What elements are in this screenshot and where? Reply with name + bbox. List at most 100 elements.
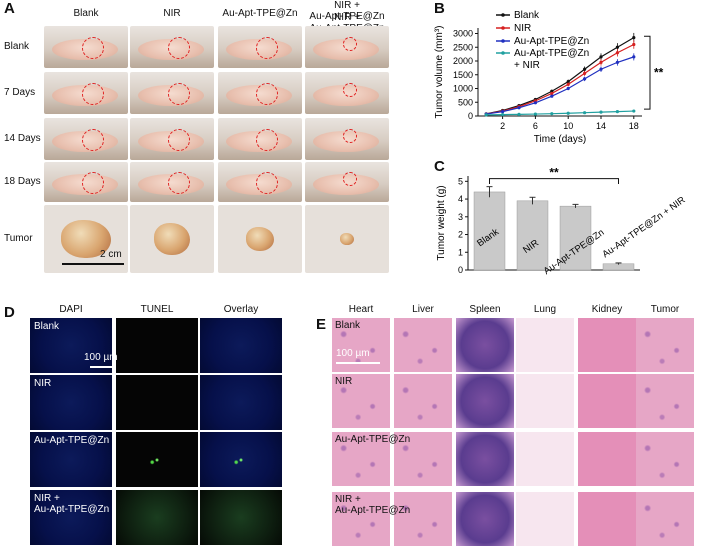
- y-tick-label: 1000: [453, 84, 473, 94]
- data-point: [533, 101, 537, 105]
- fluorescence-image: [200, 490, 282, 545]
- tumor-site-circle: [255, 82, 278, 105]
- panel-label-b: B: [434, 0, 445, 17]
- bar: [559, 205, 592, 271]
- mouse-photo: [130, 118, 214, 160]
- tumor-site-circle: [255, 128, 278, 151]
- histology-image: [578, 432, 636, 486]
- legend-marker: [501, 39, 505, 43]
- fluorescence-image: [200, 432, 282, 487]
- significance-bracket: [489, 178, 619, 184]
- significance-marker: **: [654, 66, 664, 80]
- panel-a-column-label: NIR: [163, 8, 181, 19]
- data-point: [517, 112, 521, 116]
- tumor-site-circle: [81, 128, 104, 151]
- panel-d-column-label: Overlay: [223, 304, 259, 315]
- fluorescence-image: [200, 375, 282, 430]
- panel-e-column-label: Kidney: [591, 304, 623, 315]
- fluorescence-image: [116, 375, 198, 430]
- panel-d-row-label: NIR: [34, 378, 52, 389]
- legend-marker: [501, 13, 505, 17]
- fluorescence-image: NIR + Au-Apt-TPE@Zn: [30, 490, 112, 545]
- histology-image: [578, 318, 636, 372]
- tumor-site-circle: [342, 36, 357, 51]
- series-line: [486, 56, 634, 115]
- scale-bar-label: 100 µm: [336, 348, 370, 359]
- excised-tumor-photo: [305, 205, 389, 273]
- panel-label-d: D: [4, 304, 15, 321]
- panel-label-a: A: [4, 0, 15, 17]
- data-point: [632, 42, 636, 47]
- fluorescence-image: [116, 490, 198, 545]
- panel-e-column-label: Tumor: [650, 304, 680, 315]
- mouse-photo: [130, 26, 214, 68]
- legend-label: Blank: [514, 10, 540, 21]
- fluorescence-image: [116, 318, 198, 373]
- panel-a-row-label: Tumor: [4, 233, 33, 244]
- data-point: [632, 55, 636, 59]
- histology-image: [456, 492, 514, 546]
- histology-image: [456, 432, 514, 486]
- mouse-photo: [44, 162, 128, 202]
- legend-label: NIR: [514, 23, 531, 34]
- fluorescence-image: [116, 432, 198, 487]
- panel-e-row-label: Au-Apt-TPE@Zn: [335, 434, 411, 445]
- histology-image: [636, 374, 694, 428]
- mouse-photo: [218, 72, 302, 114]
- mouse-photo: [44, 72, 128, 114]
- panel-a-column-label: NIR + Au-Apt-TPE@Zn: [309, 0, 385, 22]
- tumor-site-circle: [167, 172, 190, 194]
- tumor-site-circle: [342, 82, 357, 97]
- data-point: [615, 110, 619, 114]
- y-tick-label: 1: [458, 247, 463, 257]
- series-line: [486, 43, 635, 115]
- excised-tumor-photo: [218, 205, 302, 273]
- tumor-site-circle: [255, 172, 278, 194]
- panel-d-column-label: DAPI: [59, 304, 83, 315]
- apoptotic-signal: [228, 448, 254, 471]
- tumor-site-circle: [167, 128, 190, 151]
- data-point: [615, 60, 619, 64]
- panel-e-row-label: NIR + Au-Apt-TPE@Zn: [335, 494, 411, 516]
- panel-e-column-label: Liver: [412, 304, 434, 315]
- tumor-site-circle: [167, 82, 190, 105]
- mouse-photo: [130, 162, 214, 202]
- histology-image: [332, 432, 390, 486]
- y-tick-label: 2000: [453, 56, 473, 66]
- bar: [516, 200, 549, 271]
- y-tick-label: 2500: [453, 42, 473, 52]
- x-tick-label: 18: [629, 121, 639, 131]
- significance-marker: **: [549, 166, 559, 180]
- histology-image: [332, 374, 390, 428]
- mouse-photo: [44, 118, 128, 160]
- y-tick-label: 0: [458, 265, 463, 275]
- panel-e-column-label: Lung: [533, 304, 557, 315]
- histology-image: [636, 492, 694, 546]
- data-point: [632, 36, 636, 40]
- fluorescence-image: Au-Apt-TPE@Zn: [30, 432, 112, 487]
- data-point: [484, 113, 488, 117]
- mouse-photo: [44, 26, 128, 68]
- bar: [602, 263, 635, 271]
- data-point: [599, 67, 603, 71]
- data-point: [599, 60, 603, 64]
- y-axis-label: Tumor weight (g): [436, 185, 447, 260]
- data-point: [566, 82, 570, 86]
- legend-label: + NIR: [514, 60, 540, 71]
- series-line: [486, 37, 635, 115]
- fluorescence-image: Blank: [30, 318, 112, 373]
- histology-image: [516, 492, 574, 546]
- data-point: [550, 112, 554, 116]
- y-tick-label: 4: [458, 194, 463, 204]
- mouse-photo: [218, 26, 302, 68]
- tumor-specimen: [340, 233, 354, 245]
- x-tick-label: 10: [563, 121, 573, 131]
- tumor-site-circle: [81, 36, 104, 59]
- data-point: [583, 71, 587, 75]
- panel-a-column-label: Au-Apt-TPE@Zn: [222, 8, 298, 19]
- panel-e-row-label: Blank: [335, 320, 361, 331]
- tumor-specimen: [154, 223, 190, 255]
- data-point: [550, 89, 554, 93]
- data-point: [615, 45, 619, 49]
- mouse-photo: [305, 26, 389, 68]
